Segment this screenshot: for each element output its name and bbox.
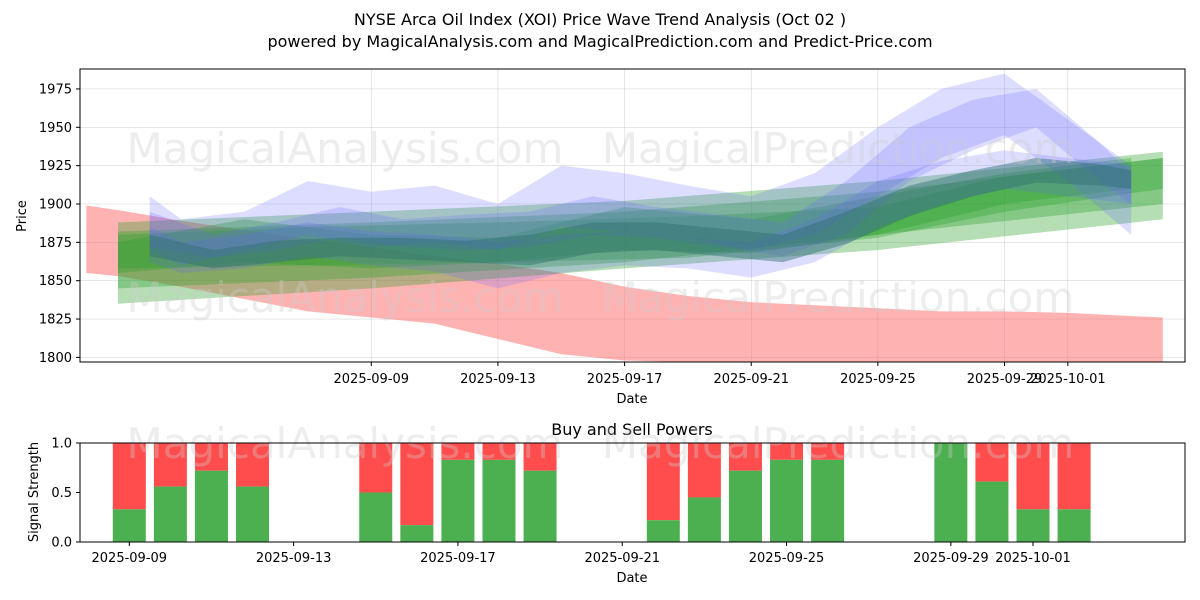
buy-bar	[975, 481, 1009, 542]
watermark-analysis-top: MagicalAnalysis.com	[127, 124, 564, 173]
buy-sell-bars	[112, 443, 1091, 542]
teal-price-band	[149, 158, 1132, 269]
price-y-tick-label: 1825	[39, 313, 72, 328]
price-y-tick-label: 1925	[39, 159, 72, 174]
chart-subtitle: powered by MagicalAnalysis.com and Magic…	[267, 32, 932, 51]
buy-sell-panel: Buy and Sell Powers MagicalAnalysis.com …	[27, 419, 1186, 586]
price-x-ticks: 2025-09-09 2025-09-13 2025-09-17 2025-09-21…	[334, 362, 1106, 387]
watermark-analysis-mid: MagicalAnalysis.com	[127, 273, 564, 322]
price-y-tick-label: 1950	[39, 121, 72, 136]
price-x-tick-label: 2025-09-13	[460, 372, 536, 387]
sell-bar	[236, 443, 270, 487]
buy-bar	[236, 486, 270, 542]
buy-bar	[934, 443, 968, 542]
buy-sell-x-tick-label: 2025-09-17	[420, 551, 496, 566]
buy-bar	[112, 509, 146, 542]
buy-bar	[153, 486, 187, 542]
sell-bar	[194, 443, 228, 471]
red-price-band	[86, 205, 1163, 362]
green-price-band	[118, 158, 1163, 289]
price-axes-frame	[79, 68, 1186, 363]
buy-sell-x-tick-label: 2025-09-25	[749, 551, 825, 566]
buy-sell-x-tick-label: 2025-09-13	[256, 551, 332, 566]
price-y-ticks: 1800 1825 1850 1875 1900 1925 1950 1975	[39, 82, 80, 366]
blue-price-band	[149, 73, 1132, 266]
buy-sell-x-ticks: 2025-09-09 2025-09-13 2025-09-17 2025-09-21…	[92, 542, 1071, 566]
sell-bar	[975, 443, 1009, 482]
sell-bar	[523, 443, 557, 471]
buy-bar	[1057, 509, 1091, 542]
price-bands	[86, 73, 1163, 362]
buy-bar	[811, 459, 845, 542]
sell-bar	[441, 443, 475, 460]
blue-price-band	[149, 150, 1132, 289]
sell-bar	[400, 443, 434, 526]
price-y-tick-label: 1800	[39, 351, 72, 366]
price-x-tick-label: 2025-10-01	[1030, 372, 1106, 387]
sell-bar	[1057, 443, 1091, 510]
price-x-axis-label: Date	[616, 392, 647, 407]
buy-sell-x-tick-label: 2025-09-09	[92, 551, 168, 566]
sell-bar	[646, 443, 680, 521]
buy-bar	[359, 492, 393, 542]
price-x-tick-label: 2025-09-21	[713, 372, 789, 387]
buy-sell-y-axis-label: Signal Strength	[27, 442, 42, 542]
price-y-axis-label: Price	[15, 200, 30, 232]
sell-bar	[482, 443, 516, 460]
green-price-band	[118, 158, 1163, 269]
price-x-tick-label: 2025-09-17	[587, 372, 663, 387]
sell-bar	[728, 443, 762, 471]
price-x-tick-label: 2025-09-29	[967, 372, 1043, 387]
buy-bar	[441, 459, 475, 542]
sell-bar	[770, 443, 804, 460]
buy-sell-y-ticks: 0.0 0.5 1.0	[51, 437, 80, 551]
sell-bar	[1016, 443, 1050, 510]
buy-bar	[482, 459, 516, 542]
sell-bar	[811, 443, 845, 460]
price-y-tick-label: 1975	[39, 82, 72, 97]
watermark-prediction-mid: MagicalPrediction.com	[602, 273, 1075, 322]
buy-sell-title: Buy and Sell Powers	[551, 420, 713, 439]
sell-bar	[153, 443, 187, 487]
buy-sell-y-tick-label: 1.0	[51, 437, 72, 452]
green-price-band	[118, 158, 1132, 273]
price-y-tick-label: 1900	[39, 197, 72, 212]
buy-sell-x-tick-label: 2025-09-21	[584, 551, 660, 566]
buy-sell-x-tick-label: 2025-09-29	[913, 551, 989, 566]
buy-sell-x-tick-label: 2025-10-01	[995, 551, 1071, 566]
buy-sell-x-axis-label: Date	[616, 571, 647, 586]
price-watermarks: MagicalAnalysis.com MagicalPrediction.co…	[127, 124, 1075, 322]
buy-bar	[687, 497, 721, 542]
buy-bar	[728, 470, 762, 542]
blue-price-band	[149, 88, 1132, 258]
price-x-tick-label: 2025-09-09	[334, 372, 410, 387]
sell-bar	[687, 443, 721, 498]
watermark-prediction-top: MagicalPrediction.com	[602, 124, 1075, 173]
buy-bar	[646, 520, 680, 542]
price-y-tick-label: 1875	[39, 236, 72, 251]
sell-bar	[359, 443, 393, 493]
green-price-band	[118, 151, 1163, 304]
buy-bar	[1016, 509, 1050, 542]
buy-bar	[523, 470, 557, 542]
sell-bar	[112, 443, 146, 510]
buy-bar	[194, 470, 228, 542]
buy-bar	[400, 525, 434, 542]
price-x-tick-label: 2025-09-25	[840, 372, 916, 387]
price-wave-panel: MagicalAnalysis.com MagicalPrediction.co…	[15, 68, 1186, 407]
chart-title: NYSE Arca Oil Index (XOI) Price Wave Tre…	[354, 10, 846, 29]
buy-sell-y-tick-label: 0.0	[51, 536, 72, 551]
price-y-tick-label: 1850	[39, 274, 72, 289]
buy-bar	[770, 459, 804, 542]
buy-sell-y-tick-label: 0.5	[51, 486, 72, 501]
